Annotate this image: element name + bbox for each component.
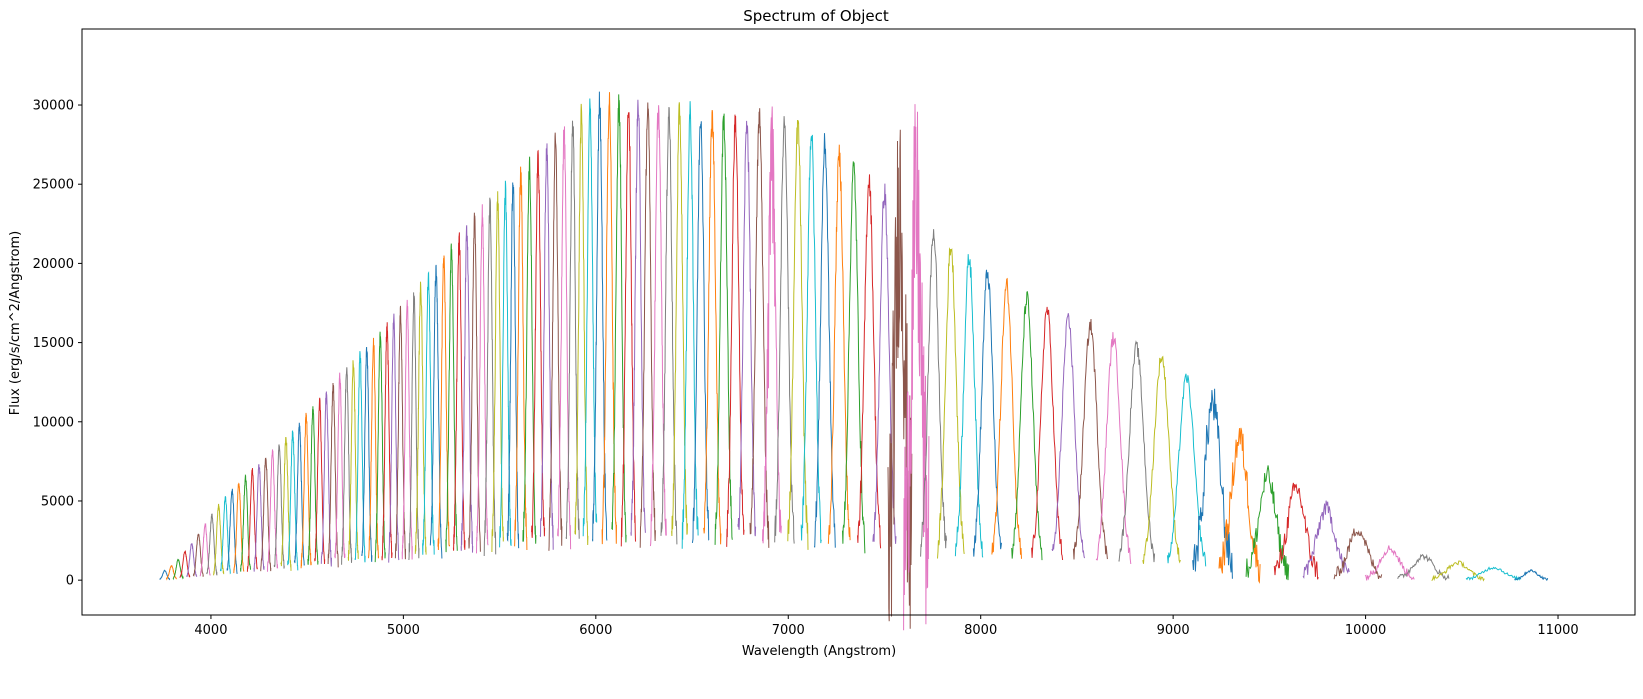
spectral-order-line (1273, 482, 1319, 580)
series-layer (159, 91, 1549, 631)
y-axis: 0 5000 10000 15000 20000 25000 30000 (33, 99, 82, 589)
spectral-order-line (1333, 528, 1383, 580)
spectral-order-line (903, 104, 930, 631)
x-tick-label: 6000 (579, 623, 612, 638)
y-axis-label: Flux (erg/s/cm^2/Angstrom) (8, 231, 23, 415)
spectral-order-line (1431, 560, 1485, 582)
x-tick-label: 4000 (194, 623, 227, 638)
x-tick-label: 7000 (772, 623, 805, 638)
spectral-order-line (1167, 373, 1207, 567)
x-tick-label: 11000 (1537, 623, 1578, 638)
x-axis: 4000 5000 6000 7000 8000 9000 10000 11000 (194, 615, 1579, 638)
y-tick-label: 0 (66, 574, 74, 589)
spectral-order-line (1302, 500, 1350, 579)
plot-frame (81, 28, 1636, 616)
y-tick-label: 15000 (33, 336, 74, 351)
spectral-order-line (1465, 566, 1522, 582)
x-tick-label: 5000 (387, 623, 420, 638)
y-tick-label: 20000 (33, 257, 74, 272)
spectral-order-line (165, 565, 177, 581)
spectral-order-line (1397, 553, 1450, 581)
spectral-order-line (186, 543, 198, 577)
x-tick-label: 10000 (1345, 623, 1386, 638)
y-tick-label: 5000 (41, 494, 74, 509)
x-tick-label: 8000 (964, 623, 997, 638)
x-tick-label: 9000 (1157, 623, 1190, 638)
y-tick-label: 30000 (33, 99, 74, 114)
spectral-order-line (1514, 569, 1549, 581)
spectral-order-line (1364, 545, 1415, 581)
y-tick-label: 25000 (33, 178, 74, 193)
spectral-order-line (972, 269, 1002, 557)
x-axis-label: Wavelength (Angstrom) (742, 644, 896, 659)
chart-title: Spectrum of Object (743, 7, 889, 25)
y-tick-label: 10000 (33, 415, 74, 430)
spectral-order-line (1095, 332, 1132, 565)
spectral-order-line (1245, 465, 1290, 581)
